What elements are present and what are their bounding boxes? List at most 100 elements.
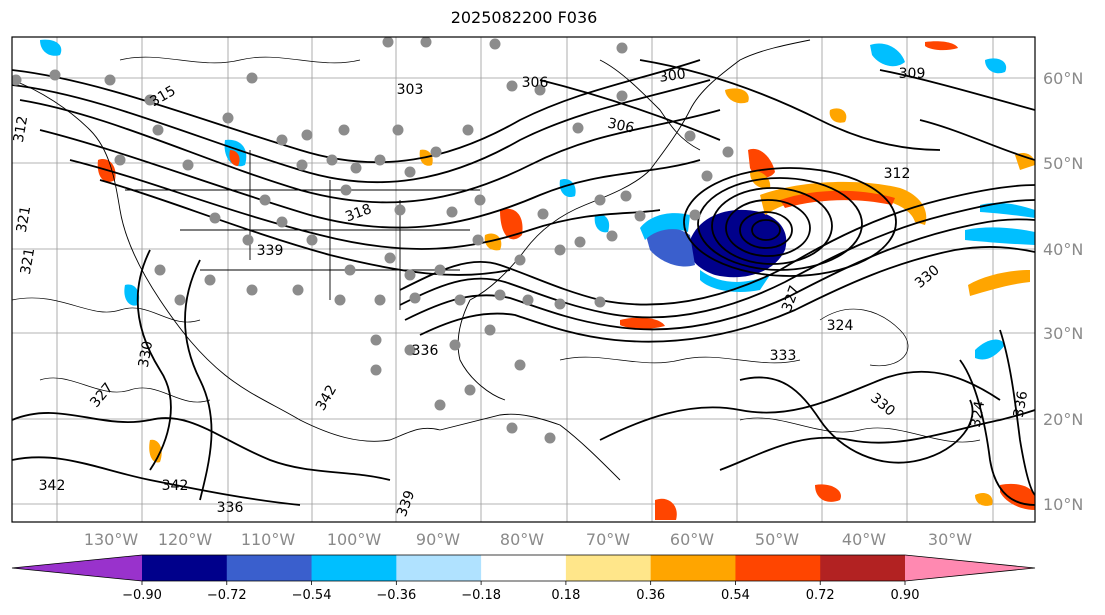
masked-grid-dot xyxy=(544,432,556,444)
colorbar-segment xyxy=(226,555,313,581)
masked-grid-dot xyxy=(409,292,421,304)
contour-value-label: 303 xyxy=(397,82,424,98)
colorbar-extend-max xyxy=(905,555,1035,581)
colorbar-tick-label: 0.72 xyxy=(806,588,835,603)
masked-grid-dot xyxy=(464,384,476,396)
latitude-tick-label: 60°N xyxy=(1043,69,1083,88)
contour-value-label: 312 xyxy=(11,115,31,144)
colorbar-tick-label: 0.90 xyxy=(891,588,920,603)
masked-grid-dot xyxy=(434,264,446,276)
masked-grid-dot xyxy=(404,166,416,178)
masked-grid-dot xyxy=(472,234,484,246)
masked-grid-dot xyxy=(616,90,628,102)
masked-grid-dot xyxy=(722,146,734,158)
map-frame xyxy=(11,36,1036,523)
masked-grid-dot xyxy=(594,296,606,308)
colorbar-extend-min xyxy=(12,555,142,581)
contour-value-label: 306 xyxy=(522,75,549,91)
colorbar-tick-label: −0.90 xyxy=(122,588,162,603)
masked-grid-dot xyxy=(430,146,442,158)
masked-grid-dot xyxy=(144,94,156,106)
masked-grid-dot xyxy=(382,37,394,48)
masked-grid-dot xyxy=(474,194,486,206)
colorbar-segment xyxy=(396,555,482,581)
contour-value-label: 300 xyxy=(658,66,687,86)
latitude-tick-label: 10°N xyxy=(1043,495,1083,514)
masked-grid-dot xyxy=(246,284,258,296)
masked-grid-dot xyxy=(370,364,382,376)
longitude-tick-label: 40°W xyxy=(842,530,886,549)
latitude-tick-label: 20°N xyxy=(1043,410,1083,429)
masked-grid-dot xyxy=(338,124,350,136)
contour-value-label: 336 xyxy=(1011,390,1031,419)
contour-value-label: 330 xyxy=(136,340,156,369)
masked-grid-dot xyxy=(344,264,356,276)
colorbar-tick-label: −0.18 xyxy=(461,588,501,603)
colorbar-tick-label: −0.72 xyxy=(207,588,247,603)
masked-grid-dot xyxy=(506,422,518,434)
colorbar-segment xyxy=(650,555,736,581)
colorbar-segment xyxy=(565,555,652,581)
contour-value-label: 342 xyxy=(39,478,66,494)
masked-grid-dot xyxy=(394,204,406,216)
longitude-tick-label: 60°W xyxy=(670,530,714,549)
masked-grid-dot xyxy=(340,184,352,196)
colorbar-segment xyxy=(311,555,397,581)
masked-grid-dot xyxy=(182,159,194,171)
masked-grid-dot xyxy=(374,154,386,166)
masked-grid-dot xyxy=(301,129,313,141)
masked-grid-dot xyxy=(404,269,416,281)
masked-grid-dot xyxy=(350,162,362,174)
contour-value-label: 321 xyxy=(18,247,38,276)
masked-grid-dot xyxy=(489,38,501,50)
latitude-tick-label: 30°N xyxy=(1043,324,1083,343)
masked-grid-dot xyxy=(370,334,382,346)
latitude-labels: 60°N 50°N 40°N 30°N 20°N 10°N xyxy=(1043,69,1083,514)
terrain-mask-dots xyxy=(12,37,734,444)
masked-grid-dot xyxy=(104,74,116,86)
masked-grid-dot xyxy=(537,208,549,220)
colorbar-tick-label: 0.36 xyxy=(636,588,665,603)
masked-grid-dot xyxy=(454,294,466,306)
masked-grid-dot xyxy=(326,154,338,166)
masked-grid-dot xyxy=(404,344,416,356)
masked-grid-dot xyxy=(514,254,526,266)
longitude-tick-label: 130°W xyxy=(84,530,139,549)
masked-grid-dot xyxy=(514,359,526,371)
longitude-tick-label: 30°W xyxy=(928,530,972,549)
masked-grid-dot xyxy=(449,339,461,351)
longitude-tick-label: 80°W xyxy=(500,530,544,549)
contour-value-label: 336 xyxy=(412,343,439,359)
masked-grid-dot xyxy=(242,234,254,246)
masked-grid-dot xyxy=(152,124,164,136)
colorbar-tick-label: −0.54 xyxy=(292,588,332,603)
contour-value-label: 309 xyxy=(899,66,926,82)
contour-value-label: 306 xyxy=(606,115,636,136)
masked-grid-dot xyxy=(204,274,216,286)
colorbar-segment xyxy=(820,555,906,581)
longitude-tick-label: 70°W xyxy=(586,530,630,549)
thin-contours xyxy=(12,56,981,443)
contour-value-label: 324 xyxy=(968,400,988,429)
colorbar-tick-label: 0.54 xyxy=(721,588,750,603)
masked-grid-dot xyxy=(572,122,584,134)
colorbar-tick-label: 0.18 xyxy=(551,588,580,603)
masked-grid-dot xyxy=(306,234,318,246)
latitude-tick-label: 40°N xyxy=(1043,240,1083,259)
masked-grid-dot xyxy=(259,194,271,206)
masked-grid-dot xyxy=(701,170,713,182)
colorbar-tick-labels: −0.90 −0.72 −0.54 −0.36 −0.18 0.18 0.36 0.54 0.7… xyxy=(122,581,919,603)
masked-grid-dot xyxy=(334,294,346,306)
masked-grid-dot xyxy=(246,72,258,84)
masked-grid-dot xyxy=(420,37,432,48)
contour-value-label: 336 xyxy=(217,500,244,516)
masked-grid-dot xyxy=(12,74,22,86)
contour-value-label: 339 xyxy=(257,243,284,259)
masked-grid-dot xyxy=(174,294,186,306)
contour-value-label: 321 xyxy=(14,205,34,234)
colorbar-segment xyxy=(481,555,567,581)
masked-grid-dot xyxy=(606,230,618,242)
longitude-tick-label: 100°W xyxy=(327,530,382,549)
